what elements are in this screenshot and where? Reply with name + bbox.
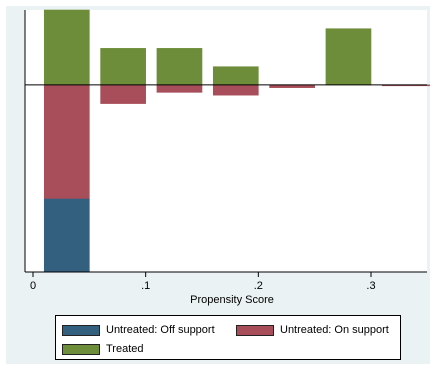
x-tick-label: .2 <box>254 280 263 292</box>
legend-item-untreated-on: Untreated: On support <box>236 324 389 336</box>
x-tick-label: 0 <box>30 280 36 292</box>
bar-treated-bin-4 <box>212 66 259 86</box>
chart-svg: 0 .1 .2 .3 Propensity Score <box>24 9 430 306</box>
legend: Untreated: Off support Untreated: On sup… <box>55 315 401 360</box>
legend-label-untreated-on: Untreated: On support <box>280 324 389 336</box>
bar-treated-bin-2 <box>100 48 146 86</box>
bar-untreated-on-support-bin-3 <box>156 84 203 93</box>
bar-untreated-off-support-bin-1 <box>43 198 90 273</box>
figure-background: 0 .1 .2 .3 Propensity Score Untreated: Off … <box>6 6 430 364</box>
legend-item-untreated-off: Untreated: Off support <box>62 324 215 336</box>
bar-treated-bin-6 <box>325 28 372 86</box>
x-tick-label: .3 <box>366 280 375 292</box>
bar-untreated-on-support-bin-1 <box>43 84 90 200</box>
legend-label-treated: Treated <box>106 343 144 355</box>
bar-untreated-on-support-bin-2 <box>100 84 146 104</box>
legend-swatch-untreated-on <box>236 324 274 336</box>
x-tick-label: .1 <box>141 280 150 292</box>
bar-treated-bin-1 <box>43 9 90 86</box>
legend-swatch-treated <box>62 343 100 355</box>
legend-label-untreated-off: Untreated: Off support <box>106 324 215 336</box>
x-axis-label: Propensity Score <box>190 294 274 306</box>
bar-treated-bin-3 <box>156 48 203 86</box>
legend-swatch-untreated-off <box>62 324 100 336</box>
bar-untreated-on-support-bin-4 <box>212 84 259 96</box>
x-ticks-group: 0 .1 .2 .3 <box>30 272 376 292</box>
legend-item-treated: Treated <box>62 343 144 355</box>
